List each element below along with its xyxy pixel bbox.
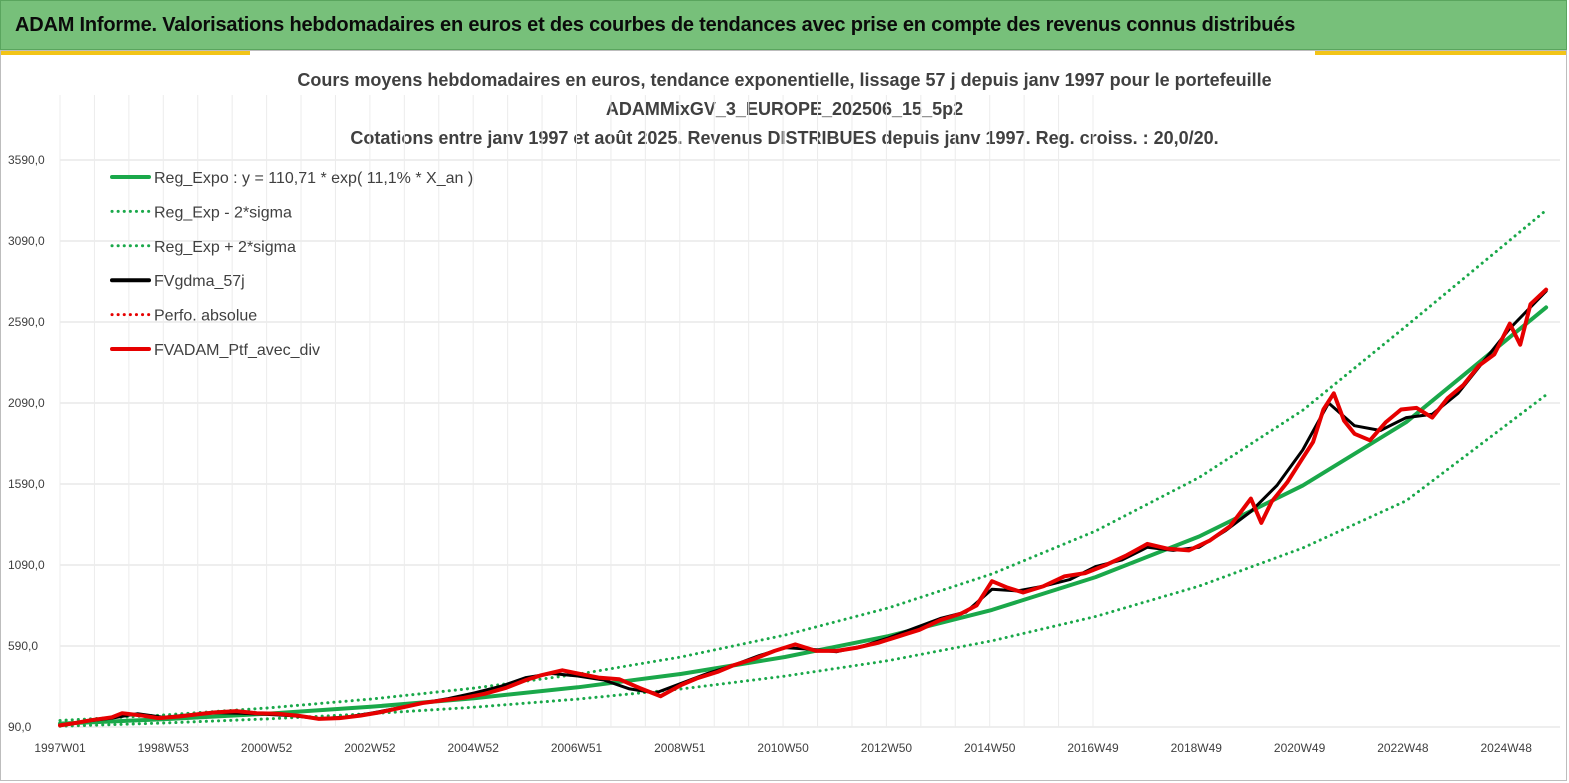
y-tick-label: 1090,0: [8, 558, 45, 572]
x-tick-label: 2008W51: [654, 741, 706, 755]
accent-bar-left: [0, 50, 250, 55]
legend-label: Reg_Exp + 2*sigma: [154, 239, 296, 256]
legend-label: Perfo. absolue: [154, 308, 257, 325]
chart-title-line-3: Cotations entre janv 1997 et août 2025. …: [350, 128, 1219, 148]
x-tick-label: 2010W50: [757, 741, 809, 755]
legend-label: Reg_Exp - 2*sigma: [154, 204, 292, 221]
y-tick-label: 590,0: [8, 639, 38, 653]
x-axis-ticks: 1997W01 1998W53 2000W52 2002W52 2004W52 2006W…: [34, 741, 1532, 755]
x-tick-label: 2012W50: [861, 741, 913, 755]
header-bar: ADAM Informe. Valorisations hebdomadaire…: [0, 0, 1567, 50]
x-tick-label: 2000W52: [241, 741, 293, 755]
chart-frame: [0, 50, 1567, 781]
chart-title-line-2: ADAMMixGV_3_EUROPE_202506_15_5p2: [605, 99, 964, 119]
header-title: ADAM Informe. Valorisations hebdomadaire…: [15, 14, 1296, 36]
accent-bar-right: [1315, 50, 1567, 55]
x-tick-label: 2016W49: [1067, 741, 1119, 755]
y-tick-label: 2090,0: [8, 396, 45, 410]
y-tick-label: 2590,0: [8, 315, 45, 329]
legend-label: Reg_Expo : y = 110,71 * exp( 11,1% * X_a…: [154, 170, 473, 187]
y-tick-label: 3590,0: [8, 153, 45, 167]
x-tick-label: 2014W50: [964, 741, 1016, 755]
x-tick-label: 2018W49: [1171, 741, 1223, 755]
x-tick-label: 2020W49: [1274, 741, 1326, 755]
legend: Reg_Expo : y = 110,71 * exp( 11,1% * X_a…: [110, 170, 473, 359]
x-tick-label: 2004W52: [448, 741, 500, 755]
y-axis-ticks: 90,0 590,0 1090,0 1590,0 2090,0 2590,0 3090,0 3…: [8, 153, 45, 734]
y-tick-label: 90,0: [8, 720, 32, 734]
series-group: [58, 208, 1549, 728]
series-line-5: [58, 287, 1549, 728]
x-tick-label: 2006W51: [551, 741, 603, 755]
chart-title-line-1: Cours moyens hebdomadaires en euros, ten…: [297, 70, 1272, 90]
x-tick-label: 1998W53: [138, 741, 190, 755]
series-line-1: [58, 393, 1548, 728]
series-line-2: [58, 208, 1548, 722]
legend-label: FVADAM_Ptf_avec_div: [154, 342, 320, 359]
x-tick-label: 2002W52: [344, 741, 396, 755]
grid: [59, 95, 1560, 728]
x-tick-label: 2024W48: [1481, 741, 1533, 755]
y-tick-label: 1590,0: [8, 477, 45, 491]
y-tick-label: 3090,0: [8, 234, 45, 248]
x-tick-label: 2022W48: [1377, 741, 1429, 755]
x-tick-label: 1997W01: [34, 741, 86, 755]
legend-label: FVgdma_57j: [154, 273, 245, 290]
series-line-0: [58, 305, 1549, 726]
